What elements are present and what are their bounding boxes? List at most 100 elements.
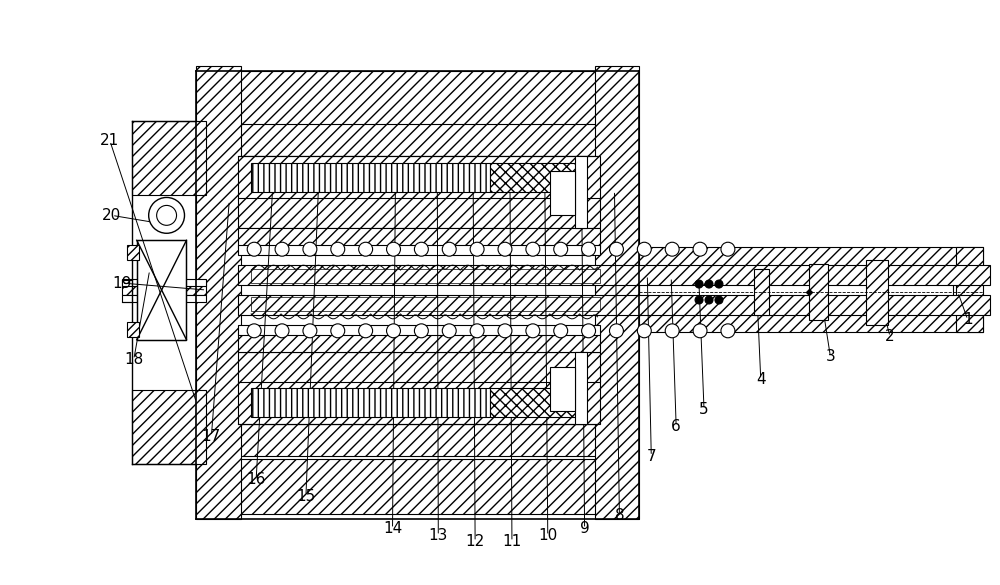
Bar — [251, 297, 600, 311]
Circle shape — [442, 242, 456, 256]
Bar — [132, 390, 206, 464]
Bar — [251, 387, 490, 418]
Bar — [241, 161, 595, 424]
Circle shape — [637, 324, 651, 338]
Circle shape — [693, 324, 707, 338]
Text: 10: 10 — [538, 528, 557, 543]
Text: 20: 20 — [102, 208, 121, 223]
Bar — [575, 156, 587, 228]
Circle shape — [705, 280, 713, 288]
Bar — [550, 367, 575, 411]
Bar — [238, 295, 990, 315]
Circle shape — [247, 242, 261, 256]
Bar — [550, 171, 575, 215]
Text: 21: 21 — [100, 133, 119, 148]
Text: 17: 17 — [202, 429, 221, 444]
Bar — [238, 198, 600, 228]
Bar — [238, 325, 600, 335]
Bar — [634, 267, 956, 312]
Circle shape — [498, 324, 512, 338]
Bar — [201, 71, 634, 126]
Text: 15: 15 — [296, 488, 316, 504]
Bar — [122, 280, 206, 295]
Text: 4: 4 — [756, 372, 766, 387]
Bar — [634, 247, 983, 267]
Text: 19: 19 — [112, 276, 131, 291]
Bar — [809, 264, 828, 320]
Circle shape — [554, 242, 568, 256]
Circle shape — [715, 296, 723, 304]
Circle shape — [526, 324, 540, 338]
Circle shape — [303, 242, 317, 256]
Circle shape — [442, 324, 456, 338]
Circle shape — [582, 324, 596, 338]
Circle shape — [498, 242, 512, 256]
Circle shape — [470, 242, 484, 256]
Circle shape — [149, 198, 185, 233]
Bar — [866, 260, 888, 325]
Bar — [238, 352, 600, 381]
Text: 11: 11 — [502, 534, 522, 549]
Bar — [238, 380, 600, 424]
Text: 2: 2 — [885, 329, 895, 345]
Circle shape — [554, 324, 568, 338]
Circle shape — [695, 280, 703, 288]
Circle shape — [470, 324, 484, 338]
Circle shape — [609, 324, 623, 338]
Text: 16: 16 — [246, 472, 266, 487]
Bar — [122, 295, 206, 302]
Circle shape — [387, 324, 400, 338]
Bar — [137, 240, 186, 340]
Bar — [634, 312, 983, 332]
Bar — [238, 269, 990, 315]
Bar — [575, 352, 587, 424]
Circle shape — [609, 242, 623, 256]
Circle shape — [414, 242, 428, 256]
Circle shape — [721, 324, 735, 338]
Text: 6: 6 — [671, 419, 681, 434]
Text: 9: 9 — [580, 521, 589, 536]
Circle shape — [715, 280, 723, 288]
Bar — [238, 332, 600, 352]
Bar — [251, 269, 600, 283]
Bar — [490, 163, 580, 192]
Text: 5: 5 — [699, 402, 709, 417]
Text: 3: 3 — [826, 349, 835, 364]
Bar — [639, 272, 953, 307]
Circle shape — [359, 242, 373, 256]
Circle shape — [721, 242, 735, 256]
Bar — [201, 459, 634, 514]
Bar — [137, 240, 186, 340]
Bar — [754, 269, 769, 315]
Circle shape — [414, 324, 428, 338]
Text: 18: 18 — [124, 352, 143, 367]
Bar — [132, 121, 206, 195]
Bar — [238, 424, 600, 456]
Circle shape — [275, 324, 289, 338]
Bar — [238, 156, 600, 201]
Bar — [238, 265, 990, 285]
Bar — [196, 66, 241, 519]
Text: 14: 14 — [383, 521, 402, 536]
Text: 13: 13 — [429, 528, 448, 543]
Bar — [595, 66, 639, 519]
Circle shape — [331, 324, 345, 338]
Circle shape — [303, 324, 317, 338]
Circle shape — [693, 242, 707, 256]
Circle shape — [157, 205, 177, 225]
Text: 7: 7 — [646, 449, 656, 464]
Bar — [251, 163, 490, 192]
Circle shape — [582, 242, 596, 256]
Bar — [238, 228, 600, 248]
Circle shape — [665, 242, 679, 256]
Circle shape — [275, 242, 289, 256]
Circle shape — [695, 296, 703, 304]
Circle shape — [247, 324, 261, 338]
Text: 1: 1 — [963, 312, 973, 328]
Circle shape — [637, 242, 651, 256]
Text: 8: 8 — [615, 508, 624, 524]
Circle shape — [387, 242, 400, 256]
Bar — [490, 387, 580, 418]
Text: 12: 12 — [465, 534, 485, 549]
Circle shape — [705, 296, 713, 304]
